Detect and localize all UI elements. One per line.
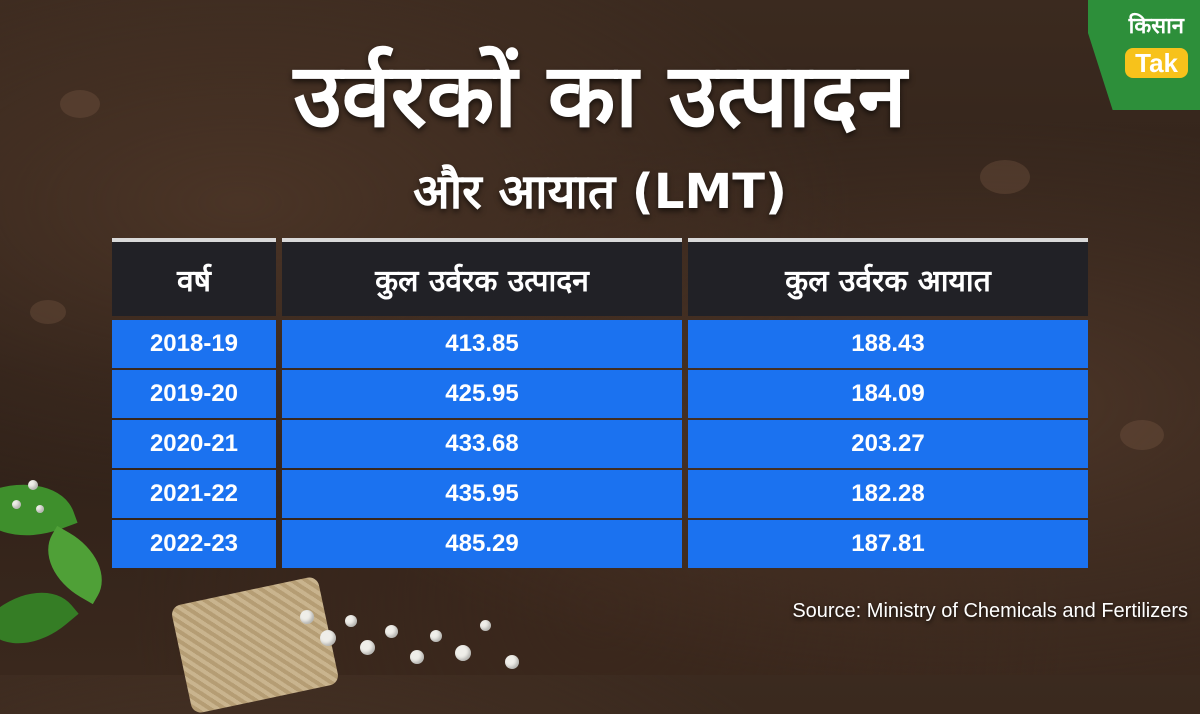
page-subtitle: और आयात (LMT) (413, 164, 787, 220)
cell-production: 413.85 (282, 320, 682, 368)
logo-hindi-text: किसान (1128, 14, 1184, 39)
logo-tak-text: Tak (1125, 48, 1188, 78)
soil-texture (60, 90, 100, 118)
table-header-row: वर्ष कुल उर्वरक उत्पादन कुल उर्वरक आयात (112, 238, 1088, 316)
soil-texture (980, 160, 1030, 194)
cell-import: 203.27 (688, 420, 1088, 468)
cell-production: 485.29 (282, 520, 682, 568)
cell-year: 2022-23 (112, 520, 276, 568)
cell-import: 184.09 (688, 370, 1088, 418)
sack-decoration (170, 575, 340, 714)
table-row: 2018-19 413.85 188.43 (112, 320, 1088, 368)
table-row: 2021-22 435.95 182.28 (112, 470, 1088, 518)
granule-decoration (360, 640, 375, 655)
granule-decoration (410, 650, 424, 664)
kisan-tak-logo: किसान Tak (1088, 0, 1200, 110)
soil-texture (30, 300, 66, 324)
cell-production: 433.68 (282, 420, 682, 468)
granule-decoration (430, 630, 442, 642)
granule-decoration (480, 620, 491, 631)
header-import: कुल उर्वरक आयात (688, 238, 1088, 316)
granule-decoration (320, 630, 336, 646)
page-title: उर्वरकों का उत्पादन (293, 44, 907, 147)
granule-decoration (505, 655, 519, 669)
source-note: Source: Ministry of Chemicals and Fertil… (792, 600, 1188, 622)
granule-decoration (345, 615, 357, 627)
soil-texture (1120, 420, 1164, 450)
cell-import: 188.43 (688, 320, 1088, 368)
cell-year: 2020-21 (112, 420, 276, 468)
cell-production: 425.95 (282, 370, 682, 418)
table-row: 2022-23 485.29 187.81 (112, 520, 1088, 568)
header-year: वर्ष (112, 238, 276, 316)
cell-import: 182.28 (688, 470, 1088, 518)
granule-decoration (12, 500, 21, 509)
granule-decoration (385, 625, 398, 638)
header-production: कुल उर्वरक उत्पादन (282, 238, 682, 316)
table-row: 2020-21 433.68 203.27 (112, 420, 1088, 468)
granule-decoration (36, 505, 44, 513)
cell-production: 435.95 (282, 470, 682, 518)
table-row: 2019-20 425.95 184.09 (112, 370, 1088, 418)
granule-decoration (28, 480, 38, 490)
cell-year: 2018-19 (112, 320, 276, 368)
granule-decoration (455, 645, 471, 661)
cell-year: 2021-22 (112, 470, 276, 518)
cell-import: 187.81 (688, 520, 1088, 568)
cell-year: 2019-20 (112, 370, 276, 418)
fertilizer-table: वर्ष कुल उर्वरक उत्पादन कुल उर्वरक आयात … (112, 238, 1088, 570)
granule-decoration (300, 610, 314, 624)
